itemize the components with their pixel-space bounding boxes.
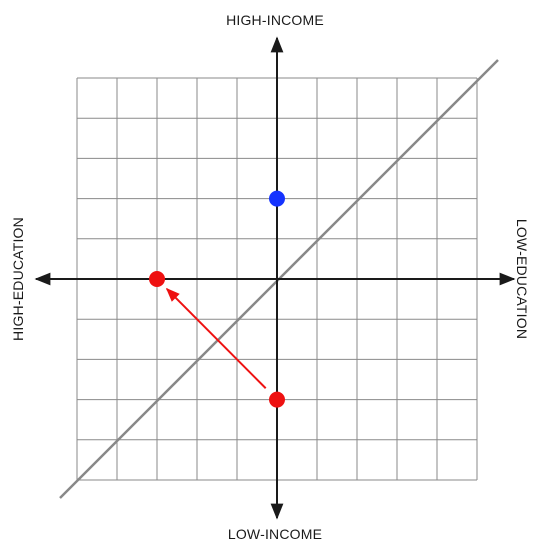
label-high-income: HIGH-INCOME [226, 12, 324, 28]
blue-point [269, 190, 285, 207]
red-point-start [269, 391, 285, 408]
label-high-education: HIGH-EDUCATION [10, 217, 26, 341]
movement-arrow [165, 287, 267, 389]
points [149, 190, 285, 408]
label-low-education: LOW-EDUCATION [514, 218, 530, 340]
red-point-end [149, 271, 165, 287]
label-low-income: LOW-INCOME [227, 526, 323, 542]
